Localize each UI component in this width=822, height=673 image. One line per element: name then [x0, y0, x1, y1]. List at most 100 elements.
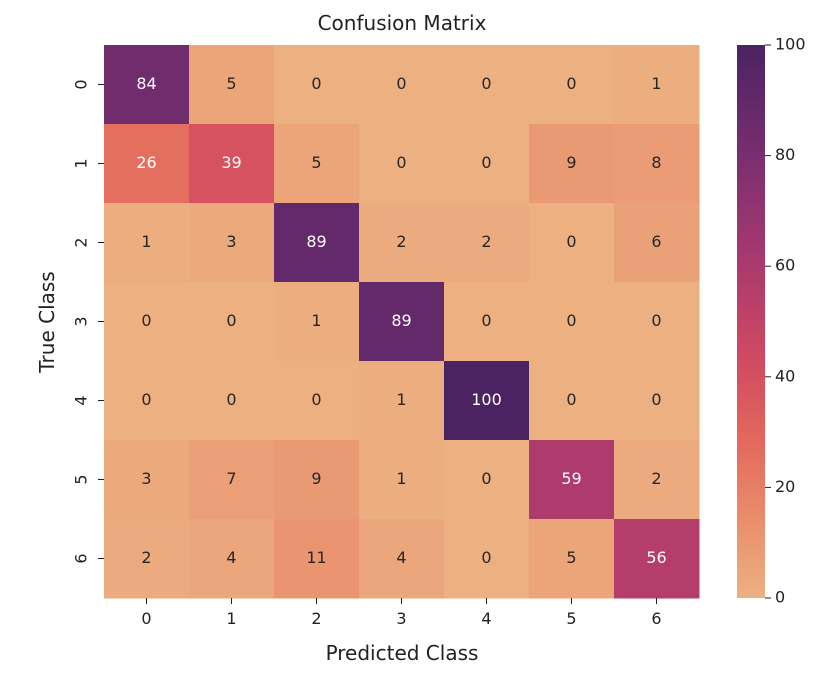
heatmap-cell — [444, 361, 530, 441]
y-tick-label: 6 — [72, 553, 91, 563]
x-axis-label: Predicted Class — [326, 641, 479, 665]
heatmap-cell — [529, 282, 615, 362]
cell-value-label: 56 — [646, 548, 666, 567]
cell-value-label: 4 — [226, 548, 236, 567]
heatmap-cell — [529, 361, 615, 441]
heatmap-cell — [104, 440, 190, 520]
cell-value-label: 0 — [566, 390, 576, 409]
heatmap-cell — [359, 124, 445, 204]
heatmap-cell — [189, 203, 275, 283]
heatmap-cell — [529, 203, 615, 283]
x-tick-label: 5 — [566, 609, 576, 628]
y-tick-label: 3 — [72, 316, 91, 326]
cell-value-label: 39 — [221, 153, 241, 172]
heatmap-cell — [444, 282, 530, 362]
cell-value-label: 0 — [226, 311, 236, 330]
cell-value-label: 100 — [471, 390, 502, 409]
colorbar-tick-label: 20 — [775, 477, 795, 496]
heatmap-cell — [614, 203, 700, 283]
heatmap-cell — [359, 519, 445, 599]
heatmap-cell — [614, 361, 700, 441]
colorbar-tick-label: 80 — [775, 145, 795, 164]
cell-value-label: 0 — [481, 153, 491, 172]
heatmap-cell — [359, 440, 445, 520]
cell-value-label: 0 — [396, 153, 406, 172]
cell-value-label: 5 — [226, 74, 236, 93]
heatmap-cell — [614, 45, 700, 125]
heatmap-cell — [104, 361, 190, 441]
heatmap-cell — [189, 45, 275, 125]
heatmap-cell — [274, 45, 360, 125]
heatmap-cell — [529, 519, 615, 599]
heatmap-cell — [444, 519, 530, 599]
heatmap-cell — [274, 124, 360, 204]
y-tick-label: 4 — [72, 395, 91, 405]
x-tick-label: 0 — [141, 609, 151, 628]
heatmap-cell — [444, 440, 530, 520]
heatmap-cell — [274, 440, 360, 520]
colorbar-gradient — [737, 45, 765, 598]
colorbar — [737, 45, 765, 598]
cell-value-label: 5 — [566, 548, 576, 567]
heatmap-cell — [529, 124, 615, 204]
heatmap-cell — [104, 45, 190, 125]
heatmap-cell — [274, 203, 360, 283]
cell-value-label: 2 — [481, 232, 491, 251]
cell-value-label: 2 — [651, 469, 661, 488]
cell-value-label: 8 — [651, 153, 661, 172]
colorbar-tick-label: 100 — [775, 35, 806, 54]
cell-value-label: 1 — [141, 232, 151, 251]
cell-value-label: 9 — [566, 153, 576, 172]
cell-value-label: 59 — [561, 469, 581, 488]
heatmap-cell — [614, 440, 700, 520]
heatmap-cell — [359, 282, 445, 362]
cell-value-label: 11 — [306, 548, 326, 567]
heatmap-cell — [614, 282, 700, 362]
cell-value-label: 89 — [306, 232, 326, 251]
x-axis-ticks: 0 1 2 3 4 5 6 — [141, 598, 662, 628]
x-tick-label: 2 — [311, 609, 321, 628]
cell-value-label: 3 — [141, 469, 151, 488]
cell-value-label: 0 — [481, 469, 491, 488]
cell-value-label: 0 — [566, 74, 576, 93]
y-tick-label: 2 — [72, 237, 91, 247]
cell-value-label: 5 — [311, 153, 321, 172]
heatmap-cell — [104, 124, 190, 204]
cell-value-label: 0 — [566, 232, 576, 251]
cell-value-label: 0 — [566, 311, 576, 330]
cell-value-label: 0 — [226, 390, 236, 409]
colorbar-tick-label: 40 — [775, 366, 795, 385]
heatmap-cell — [359, 45, 445, 125]
heatmap-cell — [444, 124, 530, 204]
y-axis-ticks: 0 1 2 3 4 5 6 — [72, 79, 104, 564]
cell-value-label: 9 — [311, 469, 321, 488]
cell-value-label: 1 — [396, 469, 406, 488]
x-tick-label: 6 — [651, 609, 661, 628]
heatmap-cell — [104, 519, 190, 599]
heatmap-cell — [614, 124, 700, 204]
cell-value-label: 0 — [396, 74, 406, 93]
heatmap-cell — [189, 361, 275, 441]
cell-value-label: 89 — [391, 311, 411, 330]
cell-value-label: 4 — [396, 548, 406, 567]
heatmap-cell — [189, 124, 275, 204]
heatmap-cell — [104, 203, 190, 283]
y-tick-label: 1 — [72, 158, 91, 168]
chart-title: Confusion Matrix — [318, 11, 487, 35]
heatmap-cell — [274, 519, 360, 599]
cell-value-label: 0 — [311, 74, 321, 93]
y-tick-label: 5 — [72, 474, 91, 484]
heatmap-cell — [274, 361, 360, 441]
cell-value-label: 0 — [311, 390, 321, 409]
heatmap-cell — [274, 282, 360, 362]
cell-value-label: 0 — [481, 548, 491, 567]
cell-value-label: 0 — [481, 74, 491, 93]
cell-value-label: 2 — [396, 232, 406, 251]
cell-value-label: 0 — [651, 311, 661, 330]
heatmap-cell — [189, 282, 275, 362]
cell-value-label: 0 — [141, 390, 151, 409]
cell-value-label: 0 — [651, 390, 661, 409]
cell-value-label: 6 — [651, 232, 661, 251]
x-tick-label: 4 — [481, 609, 491, 628]
cell-value-label: 1 — [651, 74, 661, 93]
